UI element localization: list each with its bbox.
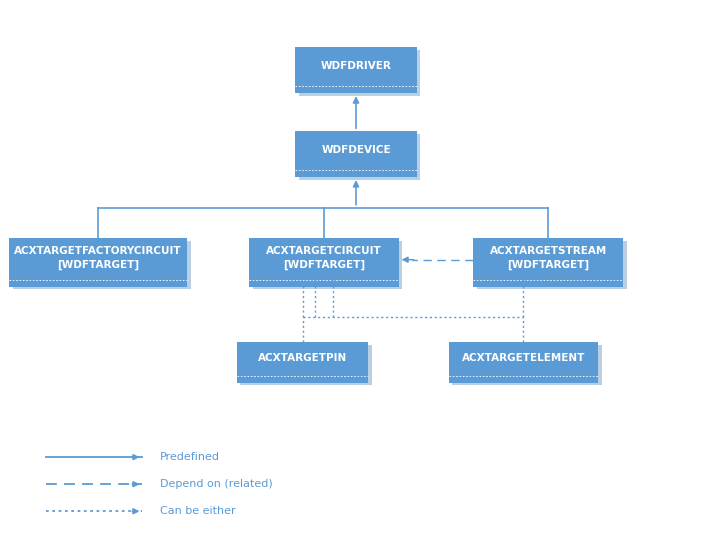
Text: ACXTARGETPIN: ACXTARGETPIN	[258, 353, 347, 363]
Text: ACXTARGETCIRCUIT
[WDFTARGET]: ACXTARGETCIRCUIT [WDFTARGET]	[266, 246, 382, 270]
FancyBboxPatch shape	[473, 238, 623, 287]
FancyBboxPatch shape	[253, 241, 402, 289]
Text: Depend on (related): Depend on (related)	[160, 479, 273, 489]
FancyBboxPatch shape	[299, 50, 420, 96]
FancyBboxPatch shape	[449, 342, 598, 383]
Text: WDFDRIVER: WDFDRIVER	[320, 61, 392, 71]
Text: ACXTARGETELEMENT: ACXTARGETELEMENT	[461, 353, 585, 363]
FancyBboxPatch shape	[295, 48, 417, 93]
Text: Can be either: Can be either	[160, 506, 236, 516]
FancyBboxPatch shape	[13, 241, 191, 289]
Text: WDFDEVICE: WDFDEVICE	[321, 145, 391, 155]
Text: Predefined: Predefined	[160, 452, 220, 462]
FancyBboxPatch shape	[299, 134, 420, 180]
FancyBboxPatch shape	[236, 342, 369, 383]
FancyBboxPatch shape	[241, 345, 372, 385]
FancyBboxPatch shape	[9, 238, 187, 287]
Text: ACXTARGETSTREAM
[WDFTARGET]: ACXTARGETSTREAM [WDFTARGET]	[490, 246, 607, 270]
FancyBboxPatch shape	[249, 238, 399, 287]
FancyBboxPatch shape	[452, 345, 602, 385]
FancyBboxPatch shape	[477, 241, 627, 289]
FancyBboxPatch shape	[295, 131, 417, 177]
Text: ACXTARGETFACTORYCIRCUIT
[WDFTARGET]: ACXTARGETFACTORYCIRCUIT [WDFTARGET]	[14, 246, 182, 270]
